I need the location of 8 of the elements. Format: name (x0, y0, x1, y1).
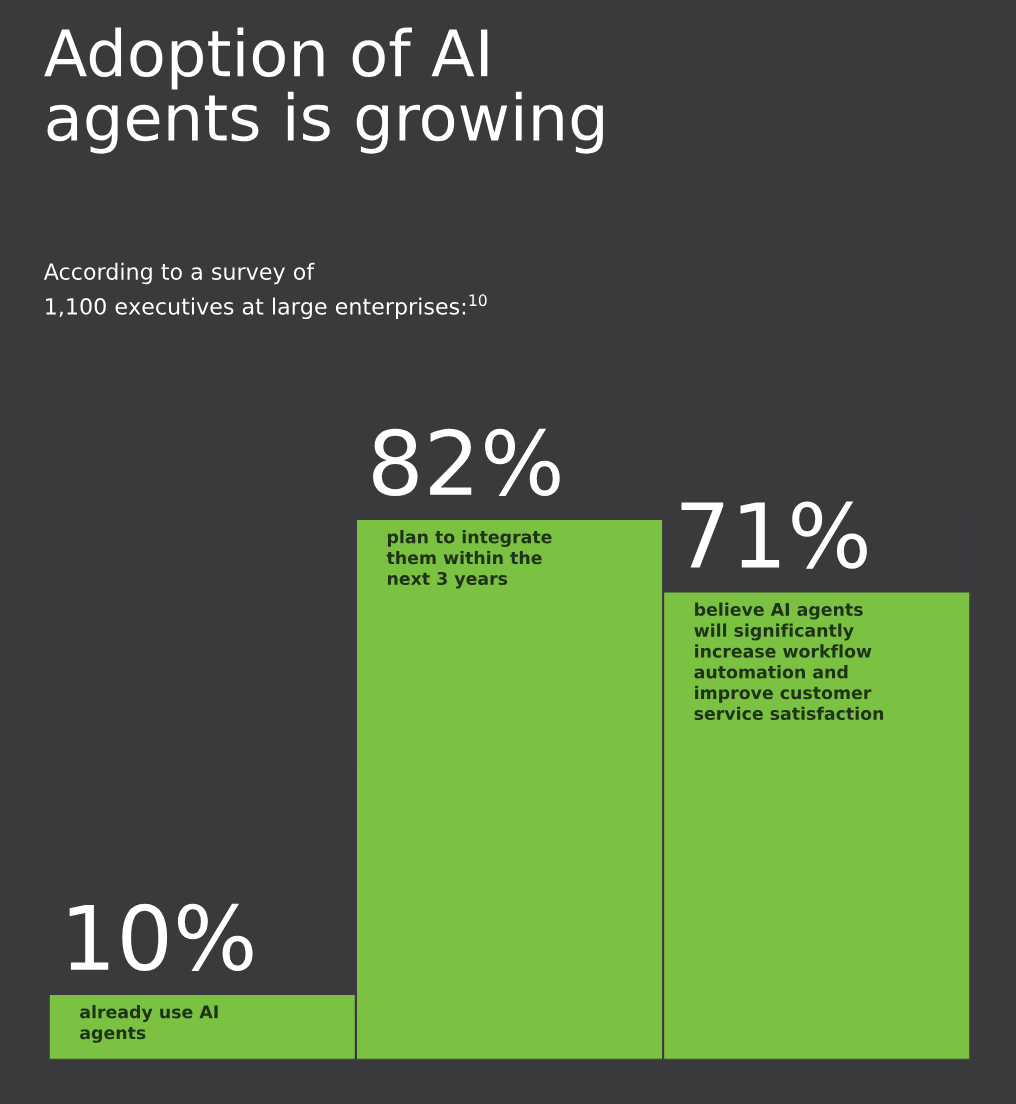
x-tick-label: believe AI agents will significantly increase workflow automation and improve customer service satisfaction (694, 602, 884, 721)
chart-title: Adoption of AI agents is growing (44, 27, 603, 154)
data-label: 82% (373, 428, 560, 497)
data-label: 71% (681, 501, 867, 569)
x-tick-label: plan to integrate them within the next 3 years (386, 529, 552, 589)
data-label: 10% (69, 903, 253, 972)
x-tick-label: already use AI agents (80, 1004, 218, 1043)
chart-subtitle: According to a survey of 1,100 executives at large enterprises:$^{10}$ (43, 262, 487, 320)
